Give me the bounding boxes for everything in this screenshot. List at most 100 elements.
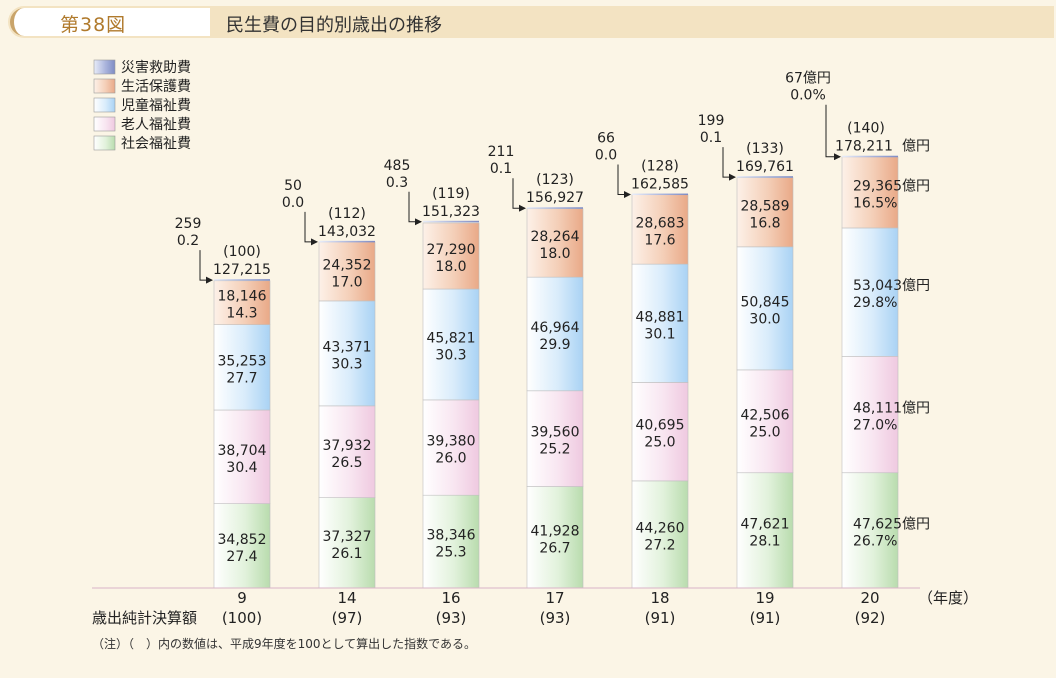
- disaster-arrow-9: [199, 250, 213, 284]
- legend-label-social: 社会福祉費: [121, 136, 191, 152]
- top-index-9: (100): [223, 244, 261, 260]
- pct-label-child-18: 30.1: [644, 326, 675, 342]
- bar-segment-child-9: [213, 324, 271, 411]
- figure-number-badge: [10, 8, 210, 36]
- x-index-20: (92): [855, 609, 886, 627]
- disaster-arrow-20: [825, 104, 841, 161]
- bar-segment-elderly-20: [841, 356, 899, 474]
- bar-segment-social-19: [736, 472, 794, 589]
- footnote: （注）（ ）内の数値は、平成9年度を100として算出した指数である。: [92, 636, 476, 651]
- bar-segment-elderly-19: [736, 369, 794, 474]
- bar-segment-welfare-14: [318, 241, 376, 302]
- bar-segment-welfare-17: [526, 208, 584, 278]
- value-label-welfare-16: 27,290: [427, 242, 476, 258]
- pct-label-social-20: 26.7%: [853, 533, 897, 549]
- pct-label-child-19: 30.0: [749, 311, 780, 327]
- top-index-20: (140): [847, 121, 885, 137]
- x-tick-9: 9: [237, 589, 247, 607]
- pct-label-child-17: 29.9: [539, 337, 570, 353]
- bar-segment-welfare-19: [736, 177, 794, 248]
- bar-segment-elderly-16: [422, 399, 480, 496]
- disaster-value-18: 66: [597, 131, 615, 147]
- disaster-value-19: 199: [698, 113, 725, 129]
- disaster-pct-9: 0.2: [177, 233, 199, 249]
- value-label-child-17: 46,964: [531, 320, 580, 336]
- value-label-welfare-18: 28,683: [636, 215, 685, 231]
- legend-swatch-elderly: [93, 116, 116, 132]
- disaster-value-16: 485: [384, 158, 411, 174]
- disaster-pct-20: 0.0%: [790, 88, 826, 104]
- value-label-elderly-20: 48,111億円: [853, 401, 930, 417]
- total-unit-20: 億円: [902, 139, 930, 155]
- x-index-18: (91): [645, 609, 676, 627]
- bar-segment-child-18: [631, 263, 689, 383]
- legend-swatch-child: [93, 97, 116, 113]
- total-label-9: 127,215: [213, 262, 271, 278]
- value-label-child-16: 45,821: [427, 330, 476, 346]
- pct-label-welfare-14: 17.0: [331, 274, 362, 290]
- value-label-elderly-18: 40,695: [636, 418, 685, 434]
- disaster-value-14: 50: [284, 178, 302, 194]
- value-label-elderly-16: 39,380: [427, 434, 476, 450]
- disaster-value-9: 259: [175, 216, 202, 232]
- bar-segment-disaster-9: [214, 279, 270, 281]
- bar-segment-disaster-20: [842, 155, 898, 158]
- bar-segment-welfare-9: [213, 280, 271, 325]
- bar-segment-welfare-20: [841, 156, 899, 229]
- x-tick-14: 14: [337, 589, 356, 607]
- value-label-social-17: 41,928: [531, 523, 580, 539]
- pct-label-elderly-17: 25.2: [539, 442, 570, 458]
- value-label-welfare-20: 29,365億円: [853, 178, 930, 194]
- x-tick-19: 19: [755, 589, 774, 607]
- pct-label-elderly-19: 25.0: [749, 424, 780, 440]
- bar-segment-social-20: [841, 472, 899, 589]
- bar-segment-disaster-19: [737, 176, 793, 178]
- bar-segment-child-20: [841, 227, 899, 357]
- pct-label-child-20: 29.8%: [853, 295, 897, 311]
- pct-label-elderly-14: 26.5: [331, 455, 362, 471]
- pct-label-social-18: 27.2: [644, 537, 675, 553]
- total-label-19: 169,761: [736, 159, 794, 175]
- bar-segment-child-19: [736, 246, 794, 371]
- pct-label-child-14: 30.3: [331, 356, 362, 372]
- value-label-elderly-9: 38,704: [218, 443, 267, 459]
- pct-label-elderly-20: 27.0%: [853, 418, 897, 434]
- disaster-arrow-14: [304, 211, 318, 246]
- disaster-pct-16: 0.3: [386, 175, 408, 191]
- total-label-16: 151,323: [422, 204, 480, 220]
- pct-label-welfare-16: 18.0: [435, 259, 466, 275]
- pct-label-social-9: 27.4: [226, 549, 257, 565]
- legend-label-disaster: 災害救助費: [121, 60, 191, 76]
- value-label-child-20: 53,043億円: [853, 278, 930, 294]
- value-label-social-9: 34,852: [218, 532, 267, 548]
- pct-label-welfare-18: 17.6: [644, 232, 675, 248]
- x-index-17: (93): [540, 609, 571, 627]
- bar-segment-disaster-14: [319, 240, 375, 243]
- disaster-pct-14: 0.0: [282, 195, 304, 211]
- pct-label-elderly-16: 26.0: [435, 451, 466, 467]
- bar-segment-elderly-9: [213, 409, 271, 504]
- bar-segment-elderly-14: [318, 405, 376, 498]
- x-index-14: (97): [332, 609, 363, 627]
- pct-label-elderly-9: 30.4: [226, 460, 257, 476]
- top-index-18: (128): [641, 159, 679, 175]
- disaster-arrow-17: [512, 178, 526, 212]
- legend-swatch-welfare: [93, 78, 116, 94]
- top-index-16: (119): [432, 186, 470, 202]
- x-tick-20: 20: [860, 589, 879, 607]
- legend-swatch-social: [93, 135, 116, 151]
- value-label-social-18: 44,260: [636, 520, 685, 536]
- value-label-welfare-17: 28,264: [531, 229, 580, 245]
- legend-label-welfare: 生活保護費: [121, 79, 191, 95]
- legend-label-child: 児童福祉費: [121, 97, 191, 114]
- value-label-elderly-19: 42,506: [741, 407, 790, 423]
- disaster-value-17: 211: [488, 144, 515, 160]
- bar-segment-elderly-18: [631, 382, 689, 482]
- bar-segment-welfare-16: [422, 222, 480, 290]
- x-axis: 9 (100) 14 (97) 16 (93) 17 (93) 18 (91) 19 (91) 20 (9…: [222, 589, 886, 627]
- value-label-child-18: 48,881: [636, 309, 685, 325]
